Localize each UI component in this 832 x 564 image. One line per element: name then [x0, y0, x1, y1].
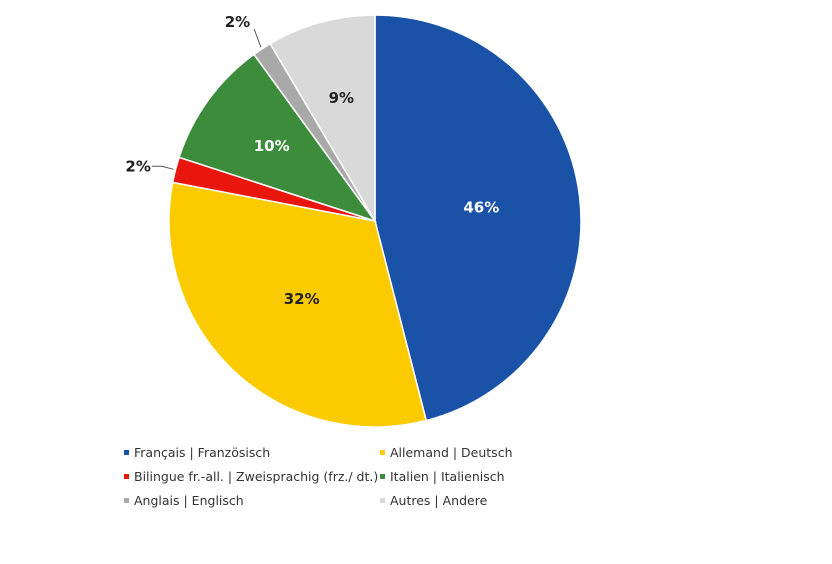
slice-label-1: 32%: [284, 290, 320, 308]
legend: Français | Französisch Allemand | Deutsch…: [124, 443, 644, 509]
slice-label-0: 46%: [463, 199, 499, 217]
legend-swatch-1: [380, 449, 385, 455]
legend-label-0: Français | Französisch: [134, 444, 271, 460]
leader-line-4: [253, 28, 262, 48]
slice-label-4: 2%: [225, 13, 250, 31]
legend-item-0: Français | Französisch: [124, 443, 380, 461]
pie-slice-1: [168, 181, 428, 428]
slice-label-3: 10%: [254, 137, 290, 155]
legend-swatch-5: [380, 497, 385, 503]
legend-swatch-0: [124, 449, 129, 455]
legend-item-3: Italien | Italienisch: [380, 467, 644, 485]
legend-swatch-3: [380, 473, 385, 479]
legend-label-2: Bilingue fr.-all. | Zweisprachig (frz./ …: [134, 468, 379, 484]
pie-slice-5: [269, 14, 376, 224]
pie-slice-3: [178, 53, 377, 223]
pie-slices: [168, 14, 582, 428]
leader-lines: [151, 28, 262, 170]
legend-label-4: Anglais | Englisch: [134, 492, 244, 508]
legend-label-3: Italien | Italienisch: [390, 468, 505, 484]
leader-line-2: [151, 165, 174, 170]
legend-item-4: Anglais | Englisch: [124, 491, 380, 509]
legend-item-1: Allemand | Deutsch: [380, 443, 644, 461]
legend-item-5: Autres | Andere: [380, 491, 644, 509]
pie-slice-0: [374, 14, 582, 422]
legend-swatch-4: [124, 497, 129, 503]
slice-labels: 46% 32% 2% 10% 2% 9%: [125, 13, 499, 308]
slice-label-5: 9%: [329, 89, 354, 107]
legend-swatch-2: [124, 473, 129, 479]
legend-item-2: Bilingue fr.-all. | Zweisprachig (frz./ …: [124, 467, 380, 485]
legend-label-1: Allemand | Deutsch: [390, 444, 513, 460]
legend-label-5: Autres | Andere: [390, 492, 488, 508]
slice-label-2: 2%: [125, 157, 150, 175]
